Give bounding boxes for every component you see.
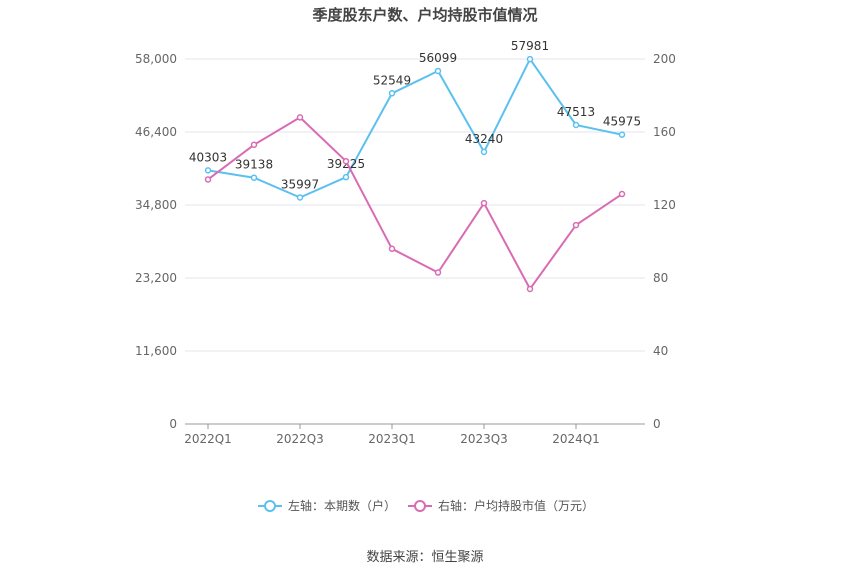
data-source: 数据来源：恒生聚源 [366,550,484,565]
point-avg-value [296,114,304,121]
series-line-avg-value [207,116,623,290]
point-holders [296,194,304,201]
y-left-tick-label: 58,000 [135,52,177,66]
y-right-tick-label: 160 [653,125,676,139]
data-label: 56099 [419,51,457,65]
point-holders [204,167,212,174]
chart-title: 季度股东户数、户均持股市值情况 [312,6,538,24]
point-avg-value [388,245,396,253]
data-label: 57981 [511,39,549,53]
data-label: 52549 [373,73,411,87]
point-holders [618,131,626,138]
x-tick-label: 2023Q3 [460,432,508,446]
legend-marker [264,500,276,512]
data-label: 39138 [235,158,273,172]
point-avg-value [434,269,442,276]
data-label: 47513 [557,105,595,119]
x-tick-label: 2024Q1 [552,432,600,446]
point-avg-value [204,176,212,183]
legend-label: 左轴：本期数（户） [288,498,396,513]
point-avg-value [572,221,580,229]
point-holders [434,67,442,75]
point-holders [342,173,350,181]
y-left-tick-label: 23,200 [135,271,177,285]
data-label: 40303 [189,150,227,164]
data-label: 45975 [603,115,641,129]
y-right-tick-label: 200 [653,52,676,66]
y-right-tick-label: 120 [653,198,676,212]
y-right-tick-label: 40 [653,344,668,358]
y-right-tick-label: 80 [653,271,668,285]
point-avg-value [250,141,258,149]
point-holders [572,121,580,129]
legend-label: 右轴：户均持股市值（万元） [438,498,594,513]
data-label: 35997 [281,177,319,191]
y-left-tick-label: 46,400 [135,125,177,139]
y-right-tick-label: 0 [653,417,661,431]
y-left-tick-label: 34,800 [135,198,177,212]
data-label: 43240 [465,132,503,146]
point-avg-value [526,285,534,293]
x-tick-label: 2022Q1 [184,432,232,446]
point-avg-value [342,157,350,165]
x-tick-label: 2023Q1 [368,432,416,446]
y-left-tick-label: 0 [169,417,177,431]
series-line-holders [207,58,623,199]
point-holders [250,174,258,181]
point-holders [480,148,488,156]
point-holders [526,55,534,63]
point-holders [388,90,396,97]
point-avg-value [618,190,626,198]
y-left-tick-label: 11,600 [135,344,177,358]
point-avg-value [480,199,488,207]
x-tick-label: 2022Q3 [276,432,324,446]
legend-marker [414,500,426,512]
